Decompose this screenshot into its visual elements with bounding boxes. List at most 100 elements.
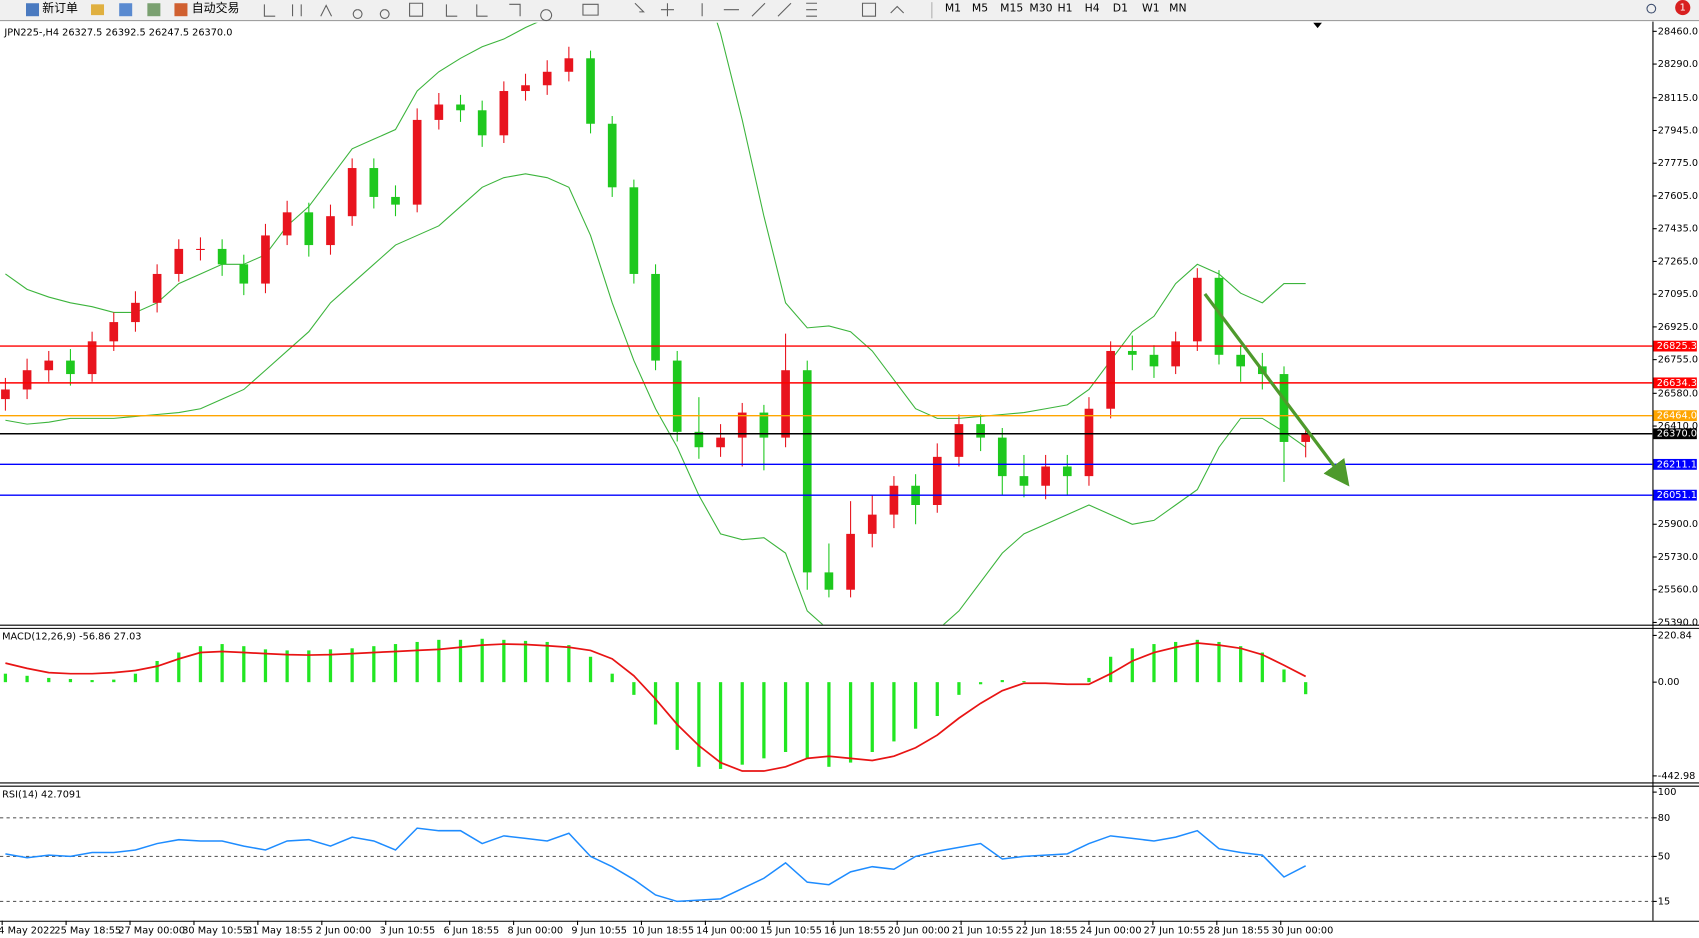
y-tick-label: 100 [1658,787,1677,798]
macd-histogram-bar [372,646,376,683]
price-level-label: 26370.0 [1657,429,1697,440]
macd-histogram-bar [1022,681,1026,683]
timeframe-buttons: M1 M5 M15 M30 H1 H4 D1 W1 MN [945,2,1187,15]
macd-histogram-bar [610,673,614,683]
price-axis: 28460.0 28290.0 28115.0 27945.0 27775.0 27605… [1652,26,1698,907]
macd-histogram-bar [502,639,506,683]
y-tick-label: 26755.0 [1658,355,1698,366]
macd-histogram-bar [718,682,723,769]
time-label: 22 Jun 18:55 [1016,925,1078,936]
macd-histogram-bar [1217,641,1221,683]
candle-body [239,264,249,284]
candle-body [737,412,747,438]
macd-histogram-bar [632,682,636,695]
candle-body [109,322,119,342]
bollinger-lower [5,173,1306,625]
macd-histogram-bar [437,639,441,683]
time-label: 24 Jun 00:00 [1080,925,1142,936]
rsi-panel [0,817,1653,903]
y-tick-label: 27095.0 [1658,289,1698,300]
y-tick-label: 27945.0 [1658,126,1698,137]
macd-histogram-bar [68,678,73,683]
macd-histogram-bar [393,644,398,683]
candle-body [174,248,184,274]
candle-body [1062,466,1072,477]
alert-badge[interactable] [1675,0,1691,16]
timeframe-button[interactable]: D1 [1113,2,1128,15]
macd-histogram-bar [783,682,788,752]
toolbar-icon[interactable] [91,4,105,16]
candle-body [759,412,769,438]
candle-body [217,248,227,265]
time-label: 31 May 18:55 [246,925,313,936]
new-order-icon[interactable] [26,3,40,17]
candle-body [1019,476,1029,486]
macd-histogram-bar [588,656,593,683]
timeframe-button[interactable]: H1 [1058,2,1073,15]
candle-body [846,533,855,590]
timeframe-button[interactable]: W1 [1142,2,1160,15]
auto-trading-icon[interactable] [174,3,188,17]
candle-body [326,216,335,246]
candle-body [1,389,10,400]
macd-histogram-bar [523,640,528,683]
macd-histogram-bar [1000,680,1004,683]
timeframe-button[interactable]: H4 [1085,2,1100,15]
price-level-tag [1653,340,1697,352]
candle-body [976,424,985,438]
candle-body [932,456,942,505]
timeframe-button[interactable]: MN [1169,2,1186,15]
new-order-button[interactable]: 新订单 [42,1,78,15]
candle-body [499,91,509,136]
time-label: 16 Jun 18:55 [824,925,886,936]
candle-body [802,370,812,573]
price-level-tag [1653,458,1697,470]
macd-histogram-bar [177,652,181,683]
y-tick-label: 25390.0 [1658,617,1698,628]
candle-body [651,273,660,361]
candle-body [152,273,162,303]
y-tick-label: 27775.0 [1658,158,1698,169]
macd-histogram-bar [1152,644,1156,683]
chart-header: JPN225-,H4 26327.5 26392.5 26247.5 26370… [3,27,232,38]
toolbar-icon[interactable] [119,3,133,17]
timeframe-button[interactable]: M5 [972,2,988,15]
macd-histogram-bar [350,648,354,683]
search-icon[interactable] [1646,3,1657,14]
candle-body [196,248,205,250]
y-tick-label: 25900.0 [1658,519,1698,530]
time-label: 24 May 2022 [0,925,56,936]
macd-histogram-bar [3,673,8,683]
time-label: 28 Jun 18:55 [1208,925,1270,936]
macd-histogram-bar [1109,656,1113,683]
candle-body [1214,277,1224,355]
candle-body [889,485,899,515]
candle-body [347,168,357,217]
candle-body [261,235,270,284]
y-tick-label: 27435.0 [1658,224,1698,235]
macd-signal-line [5,642,1307,772]
macd-histogram-bar [263,649,268,683]
time-label: 27 May 00:00 [118,925,185,936]
time-label: 8 Jun 00:00 [507,925,563,936]
time-label: 30 May 10:55 [182,925,249,936]
candle-body [781,370,790,438]
macd-histogram-bar [848,682,853,763]
candle-body [304,212,314,246]
macd-panel [3,638,1308,772]
timeframe-button[interactable]: M15 [1000,2,1023,15]
price-panel [0,22,1653,625]
candle-body [867,514,877,534]
auto-trading-button[interactable]: 自动交易 [192,1,240,15]
timeframe-button[interactable]: M1 [945,2,961,15]
macd-histogram-bar [1304,682,1308,695]
macd-histogram-bar [740,682,744,765]
toolbar-icon[interactable] [147,3,161,17]
y-tick-label: 25560.0 [1658,585,1698,596]
candle-body [1171,341,1180,367]
price-level-tag [1653,410,1697,422]
candle-body [477,110,487,136]
drawing-tools [263,2,905,22]
timeframe-button[interactable]: M30 [1029,2,1052,15]
macd-histogram-bar [25,675,29,683]
